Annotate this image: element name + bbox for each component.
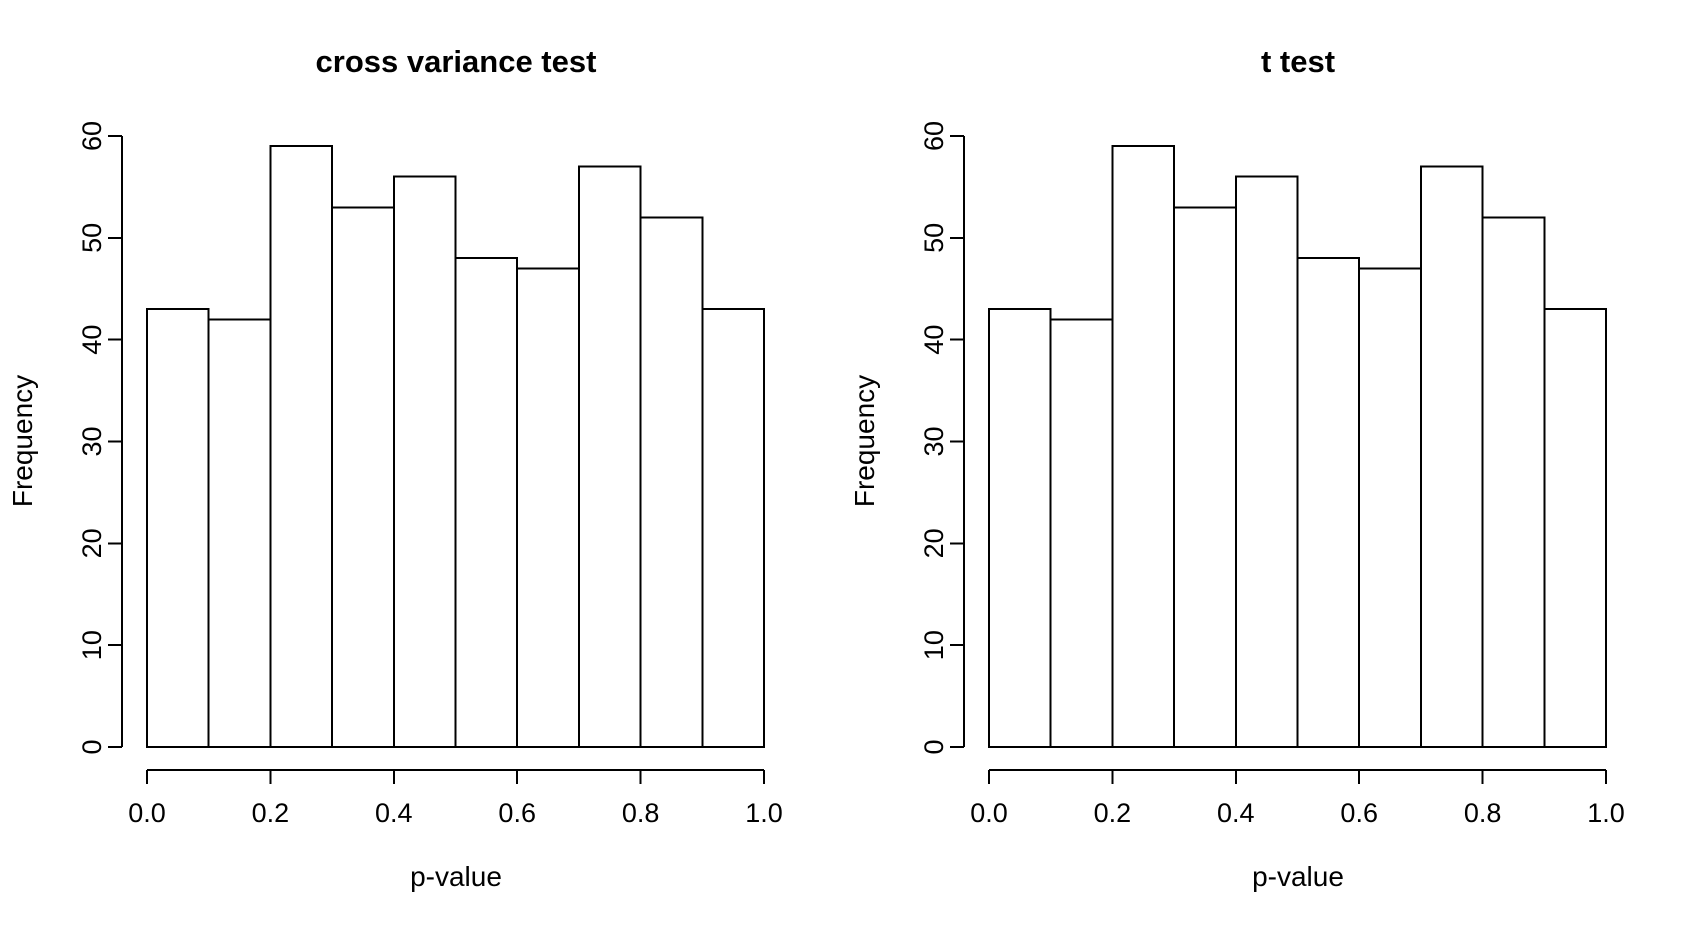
histogram-bar: [1173, 206, 1237, 749]
y-tick-label: 60: [77, 121, 107, 151]
histogram-bar: [1234, 175, 1299, 748]
y-axis-label: Frequency: [849, 375, 880, 507]
histogram-panel-t-test: t test p-value Frequency 0 10 20 30 40 50 60 0.…: [842, 0, 1684, 925]
histogram-bar: [269, 145, 334, 748]
histogram-t-test: t test p-value Frequency 0 10 20 30 40 50 60 0.…: [849, 44, 1625, 892]
histogram-bar: [988, 308, 1052, 748]
x-tick-label: 1.0: [1587, 798, 1625, 828]
y-tick-label: 30: [77, 426, 107, 456]
y-tick-label: 0: [919, 739, 949, 754]
histogram-cross-variance-test: cross variance test p-value Frequency 0 1…: [7, 44, 783, 892]
x-tick-label: 0.4: [1217, 798, 1255, 828]
histogram-panel-cross-variance-test: cross variance test p-value Frequency 0 1…: [7, 44, 783, 892]
histogram-bar: [392, 175, 457, 748]
histogram-bar: [516, 267, 580, 748]
y-tick-label: 50: [919, 223, 949, 253]
x-tick-label: 0.8: [622, 798, 660, 828]
x-axis-label: p-value: [1252, 861, 1344, 892]
y-tick-label: 30: [919, 426, 949, 456]
y-tick-label: 20: [77, 528, 107, 558]
histogram-bar: [146, 308, 210, 748]
histogram-bar: [701, 308, 765, 748]
y-tick-label: 10: [919, 630, 949, 660]
histogram-bar: [454, 257, 519, 748]
histogram-bar: [1111, 145, 1176, 748]
y-tick-label: 40: [77, 325, 107, 355]
x-tick-label: 0.0: [970, 798, 1008, 828]
chart-title: t test: [1261, 44, 1335, 79]
x-tick-label: 0.4: [375, 798, 413, 828]
x-axis-label: p-value: [410, 861, 502, 892]
histogram-bar: [207, 318, 272, 748]
x-tick-label: 0.8: [1464, 798, 1502, 828]
x-tick-label: 0.2: [252, 798, 290, 828]
chart-title: cross variance test: [316, 44, 597, 79]
histogram-bar: [1481, 216, 1546, 748]
y-axis-label: Frequency: [7, 375, 38, 507]
y-tick-label: 0: [77, 739, 107, 754]
x-tick-label: 0.0: [128, 798, 166, 828]
histogram-bar: [1049, 318, 1114, 748]
plot-area: 0 10 20 30 40 50 60 0.0 0.2 0.4 0.6 0.8 1.0: [77, 121, 783, 828]
plot-area: 0 10 20 30 40 50 60 0.0 0.2 0.4 0.6 0.8 1.0: [919, 121, 1625, 828]
histogram-bar: [1419, 165, 1484, 749]
y-tick-label: 60: [919, 121, 949, 151]
y-tick-label: 40: [919, 325, 949, 355]
histogram-bar: [1296, 257, 1361, 748]
histogram-bar: [639, 216, 704, 748]
histogram-bar: [1543, 308, 1607, 748]
histogram-bar: [1358, 267, 1422, 748]
histogram-bar: [331, 206, 395, 749]
y-tick-label: 20: [919, 528, 949, 558]
x-tick-label: 0.2: [1094, 798, 1132, 828]
y-tick-label: 50: [77, 223, 107, 253]
x-tick-label: 1.0: [745, 798, 783, 828]
y-tick-label: 10: [77, 630, 107, 660]
x-tick-label: 0.6: [498, 798, 536, 828]
histogram-bar: [577, 165, 642, 749]
x-tick-label: 0.6: [1340, 798, 1378, 828]
